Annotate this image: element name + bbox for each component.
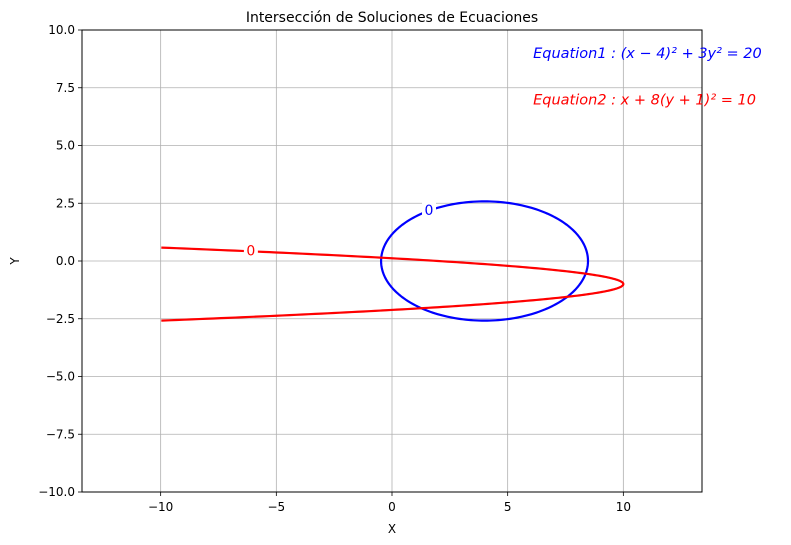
y-tick-label: −2.5 — [46, 312, 75, 326]
parabola-curve — [161, 246, 625, 322]
x-axis-label: X — [388, 522, 396, 536]
contour-label: 0 — [425, 203, 434, 219]
contour-label-gap — [422, 201, 437, 219]
contour-labels: 00 — [243, 201, 437, 260]
y-tick-label: 7.5 — [56, 81, 75, 95]
equation-annotation: Equation1 : (x − 4)² + 3y² = 20 — [533, 46, 762, 62]
contour-label-gap — [243, 241, 258, 259]
x-tick-label: −5 — [267, 500, 285, 514]
y-axis-ticks: −10.0 −7.5 −5.0 −2.5 0.0 2.5 5.0 7.5 10.0 — [38, 23, 82, 499]
y-tick-label: 0.0 — [56, 254, 75, 268]
y-tick-label: 5.0 — [56, 139, 75, 153]
ellipse-curve — [379, 200, 590, 322]
y-tick-label: −7.5 — [46, 427, 75, 441]
x-tick-label: 10 — [616, 500, 631, 514]
y-tick-label: −10.0 — [38, 485, 75, 499]
chart-title: Intersección de Soluciones de Ecuaciones — [246, 10, 538, 26]
contour-label: 0 — [246, 244, 255, 260]
equation-annotations: Equation1 : (x − 4)² + 3y² = 20 Equation2… — [533, 46, 762, 108]
y-axis-label: Y — [8, 257, 22, 266]
equation-annotation: Equation2 : x + 8(y + 1)² = 10 — [533, 92, 756, 108]
x-tick-label: 5 — [504, 500, 512, 514]
curves — [161, 200, 625, 322]
y-tick-label: 10.0 — [48, 23, 75, 37]
y-tick-label: −5.0 — [46, 370, 75, 384]
y-tick-label: 2.5 — [56, 196, 75, 210]
x-tick-label: −10 — [148, 500, 173, 514]
x-axis-ticks: −10 −5 0 5 10 — [148, 492, 631, 514]
x-tick-label: 0 — [388, 500, 396, 514]
